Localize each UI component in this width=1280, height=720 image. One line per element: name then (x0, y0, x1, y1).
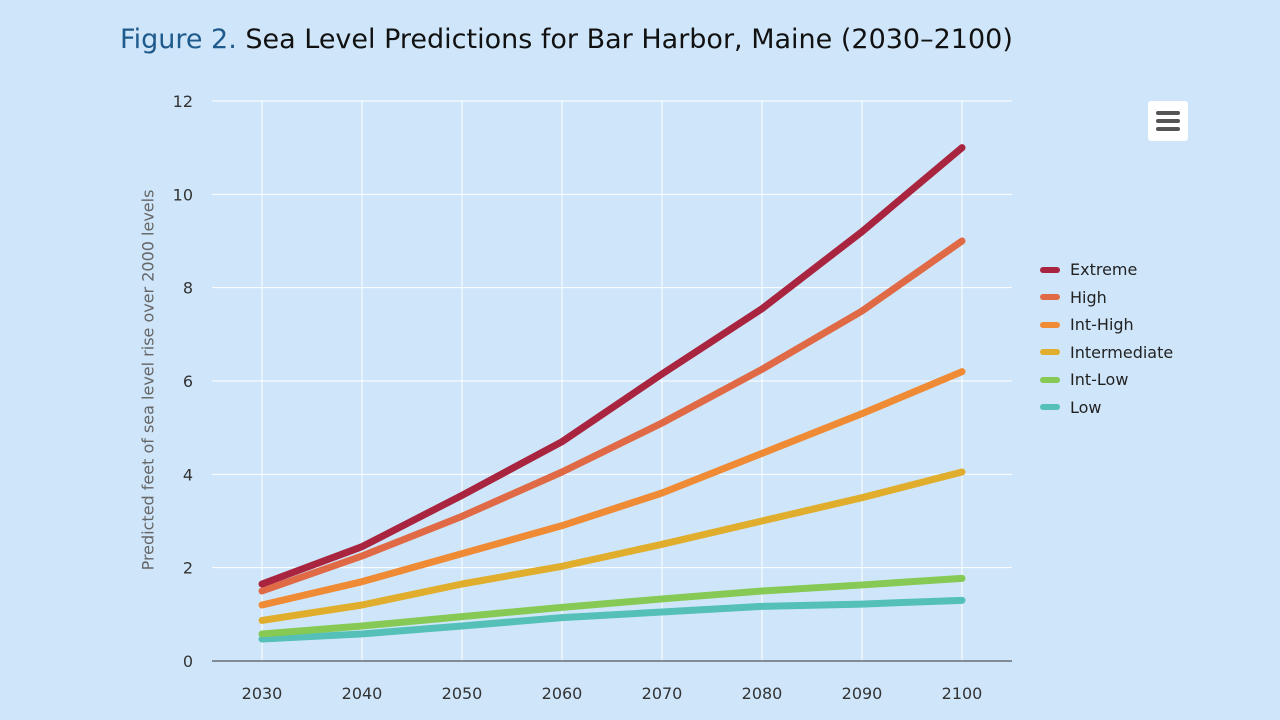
legend-swatch (1040, 294, 1060, 301)
series-line-intermediate (258, 468, 966, 624)
x-tick-label: 2090 (842, 684, 883, 703)
x-tick-label: 2060 (542, 684, 583, 703)
y-tick-label: 6 (183, 372, 193, 391)
series-line-high (258, 237, 966, 595)
legend-item[interactable]: Intermediate (1040, 339, 1173, 367)
legend-item[interactable]: Int-High (1040, 311, 1173, 339)
legend-swatch (1040, 321, 1060, 328)
legend-swatch (1040, 349, 1060, 356)
page-title: Figure 2. Sea Level Predictions for Bar … (120, 24, 1013, 55)
legend-label: Low (1070, 397, 1102, 417)
legend-label: Int-Low (1070, 370, 1129, 390)
legend-item[interactable]: Int-Low (1040, 366, 1173, 394)
x-tick-label: 2070 (642, 684, 683, 703)
hamburger-menu-icon[interactable] (1148, 101, 1188, 141)
y-tick-label: 4 (183, 465, 193, 484)
y-tick-label: 12 (173, 92, 193, 111)
legend-swatch (1040, 376, 1060, 383)
legend-label: Int-High (1070, 315, 1134, 335)
series-line-int-high (258, 368, 966, 609)
legend-label: Intermediate (1070, 342, 1174, 362)
x-tick-label: 2030 (242, 684, 283, 703)
legend-label: High (1070, 287, 1107, 307)
legend-item[interactable]: Extreme (1040, 256, 1173, 284)
legend-label: Extreme (1070, 260, 1138, 280)
series-line-extreme (258, 144, 966, 588)
y-tick-label: 2 (183, 559, 193, 578)
figure-label: Figure 2. (120, 24, 237, 55)
x-tick-label: 2080 (742, 684, 783, 703)
x-tick-label: 2040 (342, 684, 383, 703)
legend-item[interactable]: High (1040, 284, 1173, 312)
y-tick-label: 10 (173, 185, 193, 204)
y-tick-label: 8 (183, 279, 193, 298)
title-text: Sea Level Predictions for Bar Harbor, Ma… (245, 24, 1013, 55)
y-axis-title: Predicted feet of sea level rise over 20… (138, 189, 158, 571)
y-tick-label: 0 (183, 652, 193, 671)
chart-legend: Extreme High Int-High Intermediate Int-Low Lo… (1040, 256, 1173, 421)
legend-swatch (1040, 404, 1060, 411)
x-tick-label: 2050 (442, 684, 483, 703)
series-line-low (258, 596, 966, 643)
x-tick-label: 2100 (942, 684, 983, 703)
legend-item[interactable]: Low (1040, 394, 1173, 422)
legend-swatch (1040, 266, 1060, 273)
series-line-int-low (258, 574, 966, 638)
